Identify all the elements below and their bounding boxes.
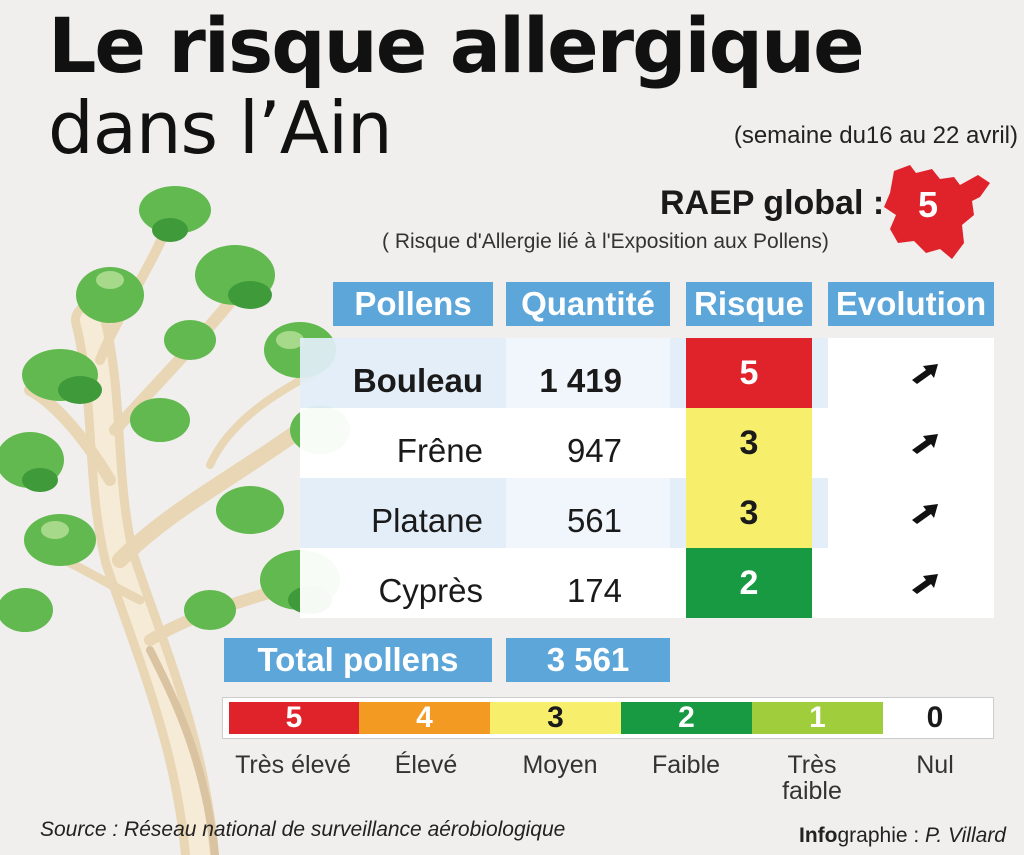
scale-label: Moyen: [522, 751, 598, 779]
pollen-quantity: 1 419: [539, 362, 622, 399]
pollen-name: Cyprès: [378, 572, 483, 609]
raep-definition: ( Risque d'Allergie lié à l'Exposition a…: [382, 230, 829, 253]
header-pollens: Pollens: [333, 282, 493, 326]
header-evolution: Evolution: [828, 282, 994, 326]
scale-label: Nul: [916, 751, 954, 779]
pollen-quantity: 561: [566, 502, 622, 539]
raep-global-value: 5: [917, 184, 939, 225]
evolution-cell: [828, 338, 994, 408]
scale-level: 2: [621, 702, 752, 734]
tree-illustration: [0, 186, 350, 855]
arrow-up-right-icon: [912, 504, 938, 524]
pollen-quantity: 174: [566, 572, 622, 609]
header-quantite: Quantité: [506, 282, 670, 326]
source-note: Source : Réseau national de surveillance…: [40, 818, 566, 841]
pollen-quantity: 947: [566, 432, 622, 469]
evolution-cell: [828, 548, 994, 618]
scale-label: Faible: [651, 751, 721, 779]
arrow-up-right-icon: [912, 434, 938, 454]
quantity-column: [506, 338, 670, 618]
credit-author: P. Villard: [925, 824, 1006, 847]
pollen-name: Platane: [371, 502, 483, 539]
credit: Infographie : P. Villard: [799, 824, 1006, 848]
pollen-name: Frêne: [396, 432, 483, 469]
risk-level: 3: [686, 408, 812, 478]
evolution-cell: [828, 478, 994, 548]
ain-map-icon: [884, 165, 990, 259]
credit-text: graphie :: [837, 824, 926, 847]
title-main: Le risque allergique: [48, 1, 865, 90]
week-range: (semaine du16 au 22 avril): [733, 122, 1018, 149]
scale-level: 5: [229, 702, 359, 734]
scale-level: 4: [359, 702, 490, 734]
scale-label: Élevé: [394, 751, 458, 779]
scale-level: 3: [490, 702, 621, 734]
title-subline: dans l’Ain: [48, 86, 393, 170]
risk-level: 5: [686, 338, 812, 408]
evolution-cell: [828, 408, 994, 478]
total-label: Total pollens: [224, 638, 492, 682]
scale-level: 1: [752, 702, 883, 734]
risk-level: 3: [686, 478, 812, 548]
scale-label: Très élevé: [235, 751, 351, 779]
total-value: 3 561: [506, 638, 670, 682]
risk-level: 2: [686, 548, 812, 618]
header-risque: Risque: [686, 282, 812, 326]
risk-scale: 5 4 3 2 1 0: [222, 697, 994, 739]
scale-level: 0: [883, 702, 987, 734]
arrow-up-right-icon: [912, 574, 938, 594]
raep-label: RAEP global :: [660, 184, 885, 222]
arrow-up-right-icon: [912, 364, 938, 384]
scale-label: Très faible: [782, 751, 842, 805]
pollen-name: Bouleau: [352, 362, 483, 399]
credit-brand: Info: [799, 824, 838, 847]
